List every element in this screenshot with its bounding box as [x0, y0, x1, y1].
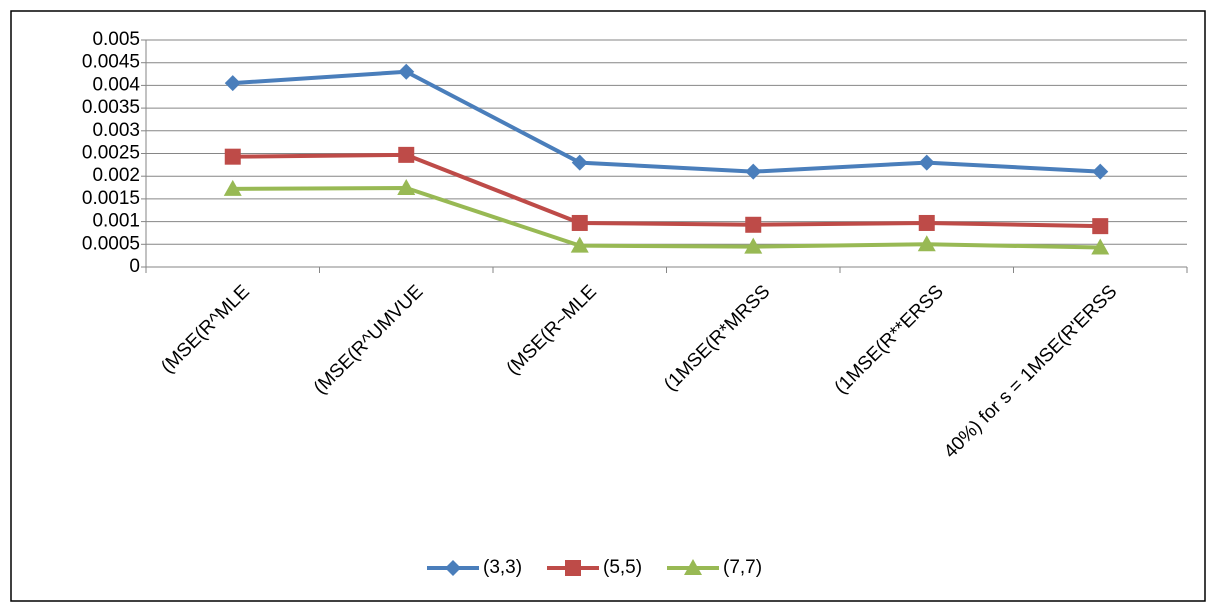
marker — [745, 163, 762, 180]
marker — [398, 146, 415, 163]
y-tick-label: 0.0015 — [82, 188, 140, 209]
legend-marker — [565, 560, 581, 576]
legend-label: (5,5) — [603, 557, 642, 578]
y-tick-label: 0.002 — [92, 165, 140, 186]
y-tick-label: 0.005 — [92, 29, 140, 50]
series-line — [232, 186, 1101, 250]
marker — [917, 235, 936, 252]
y-tick-label: 0.0045 — [82, 52, 140, 73]
y-tick-label: 0.0025 — [82, 143, 140, 164]
marker — [224, 75, 241, 92]
y-tick-label: 0.0035 — [82, 97, 140, 118]
series-line — [232, 69, 1101, 174]
y-tick-label: 0.003 — [92, 120, 140, 141]
marker — [570, 236, 589, 253]
marker — [223, 179, 242, 196]
marker — [1092, 218, 1109, 235]
marker — [1092, 163, 1109, 180]
marker — [918, 214, 935, 231]
legend-marker — [445, 560, 461, 576]
y-tick-label: 0.0005 — [82, 233, 140, 254]
legend-marker — [684, 559, 702, 575]
marker — [744, 237, 763, 254]
marker — [398, 63, 415, 80]
marker — [571, 214, 588, 231]
y-tick-label: 0.001 — [92, 211, 140, 232]
legend-label: (3,3) — [483, 557, 522, 578]
marker — [918, 154, 935, 171]
chart-frame — [10, 10, 1206, 602]
marker — [397, 179, 416, 196]
legend-label: (7,7) — [723, 557, 762, 578]
series-line — [232, 152, 1101, 229]
marker — [571, 154, 588, 171]
marker — [1091, 238, 1110, 255]
marker — [745, 216, 762, 233]
y-tick-label: 0.004 — [92, 74, 140, 95]
y-tick-label: 0 — [129, 256, 140, 277]
marker — [224, 148, 241, 165]
